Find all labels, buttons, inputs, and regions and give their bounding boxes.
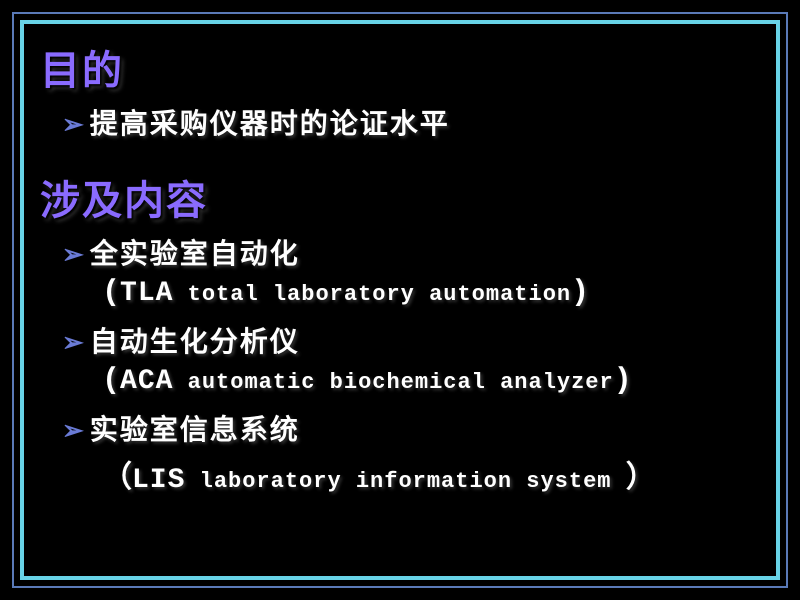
bullet-text: 提高采购仪器时的论证水平 [90, 102, 450, 142]
close-paren: ) [571, 276, 589, 310]
bullet-text: 全实验室自动化 [90, 232, 300, 272]
open-paren: ( [102, 364, 120, 398]
open-paren: ( [102, 276, 120, 310]
chevron-icon: ➢ [62, 415, 84, 446]
bullet-text: 自动生化分析仪 [90, 320, 300, 360]
bullet-row: ➢ 实验室信息系统 [62, 408, 770, 448]
sub-row-tla: (TLA total laboratory automation) [102, 276, 770, 310]
close-paren: ） [626, 463, 656, 497]
slide-content: 目的 ➢ 提高采购仪器时的论证水平 涉及内容 ➢ 全实验室自动化 (TLA to… [40, 38, 770, 507]
expansion: automatic biochemical analyzer [173, 370, 613, 395]
abbr: TLA [120, 278, 173, 309]
bullet-row: ➢ 自动生化分析仪 [62, 320, 770, 360]
chevron-icon: ➢ [62, 239, 84, 270]
close-paren: ) [614, 364, 632, 398]
sub-row-aca: (ACA automatic biochemical analyzer) [102, 364, 770, 398]
sub-row-lis: （LIS laboratory information system ） [102, 452, 770, 497]
chevron-icon: ➢ [62, 109, 84, 140]
abbr: ACA [120, 366, 173, 397]
open-paren: （ [102, 463, 132, 497]
abbr: LIS [132, 465, 185, 496]
bullet-text: 实验室信息系统 [90, 408, 300, 448]
chevron-icon: ➢ [62, 327, 84, 358]
expansion: total laboratory automation [173, 282, 571, 307]
heading-contents: 涉及内容 [40, 168, 770, 226]
heading-purpose: 目的 [40, 38, 770, 96]
expansion: laboratory information system [185, 469, 625, 494]
bullet-row: ➢ 全实验室自动化 [62, 232, 770, 272]
bullet-row: ➢ 提高采购仪器时的论证水平 [62, 102, 770, 142]
